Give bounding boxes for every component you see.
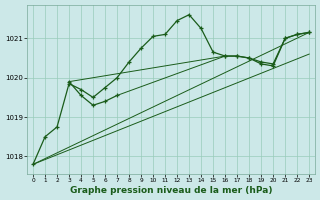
X-axis label: Graphe pression niveau de la mer (hPa): Graphe pression niveau de la mer (hPa) — [70, 186, 272, 195]
